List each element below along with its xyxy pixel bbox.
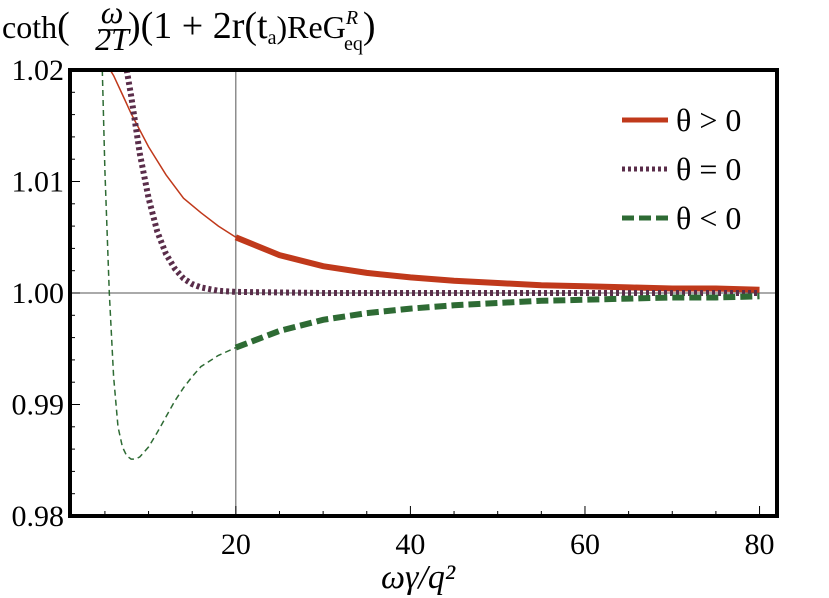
y-tick-label: 1.00: [12, 277, 65, 310]
x-tick-label: 40: [395, 528, 425, 561]
y-tick-label: 0.99: [12, 389, 65, 422]
y-tick-label: 0.98: [12, 500, 65, 533]
series-negative-thin-line: [101, 70, 237, 460]
plot-area: 20 40 60 80 0.98 0.99 1.00 1.01 1.02: [12, 54, 779, 561]
y-tick-label: 1.01: [12, 166, 65, 199]
series-negative-thick-line: [234, 293, 760, 351]
legend-label: θ < 0: [676, 200, 741, 236]
x-tick-label: 20: [221, 528, 251, 561]
legend-label: θ > 0: [676, 102, 741, 138]
axis-tick-labels: 20 40 60 80 0.98 0.99 1.00 1.01 1.02: [12, 54, 775, 561]
x-tick-label: 80: [745, 528, 775, 561]
y-tick-label: 1.02: [12, 54, 65, 87]
series-positive-thin-line: [109, 70, 237, 238]
axis-ticks: [70, 69, 761, 517]
y-axis-title-frac-numerator: ω: [101, 0, 124, 30]
legend: θ > 0 θ = 0 θ < 0: [622, 102, 741, 236]
legend-label: θ = 0: [676, 151, 741, 187]
y-axis-title-rest: )(1 + 2r(ta)ReGR eq): [128, 5, 376, 55]
x-tick-label: 60: [570, 528, 600, 561]
y-axis-title-frac-denominator: 2T: [95, 21, 131, 57]
y-axis-title: coth(: [2, 5, 70, 47]
series-zero-thick-line: [123, 70, 760, 296]
series-group: [101, 70, 760, 460]
x-axis-title: ωγ/q²: [381, 559, 456, 596]
series-positive-thick-line: [234, 234, 760, 293]
